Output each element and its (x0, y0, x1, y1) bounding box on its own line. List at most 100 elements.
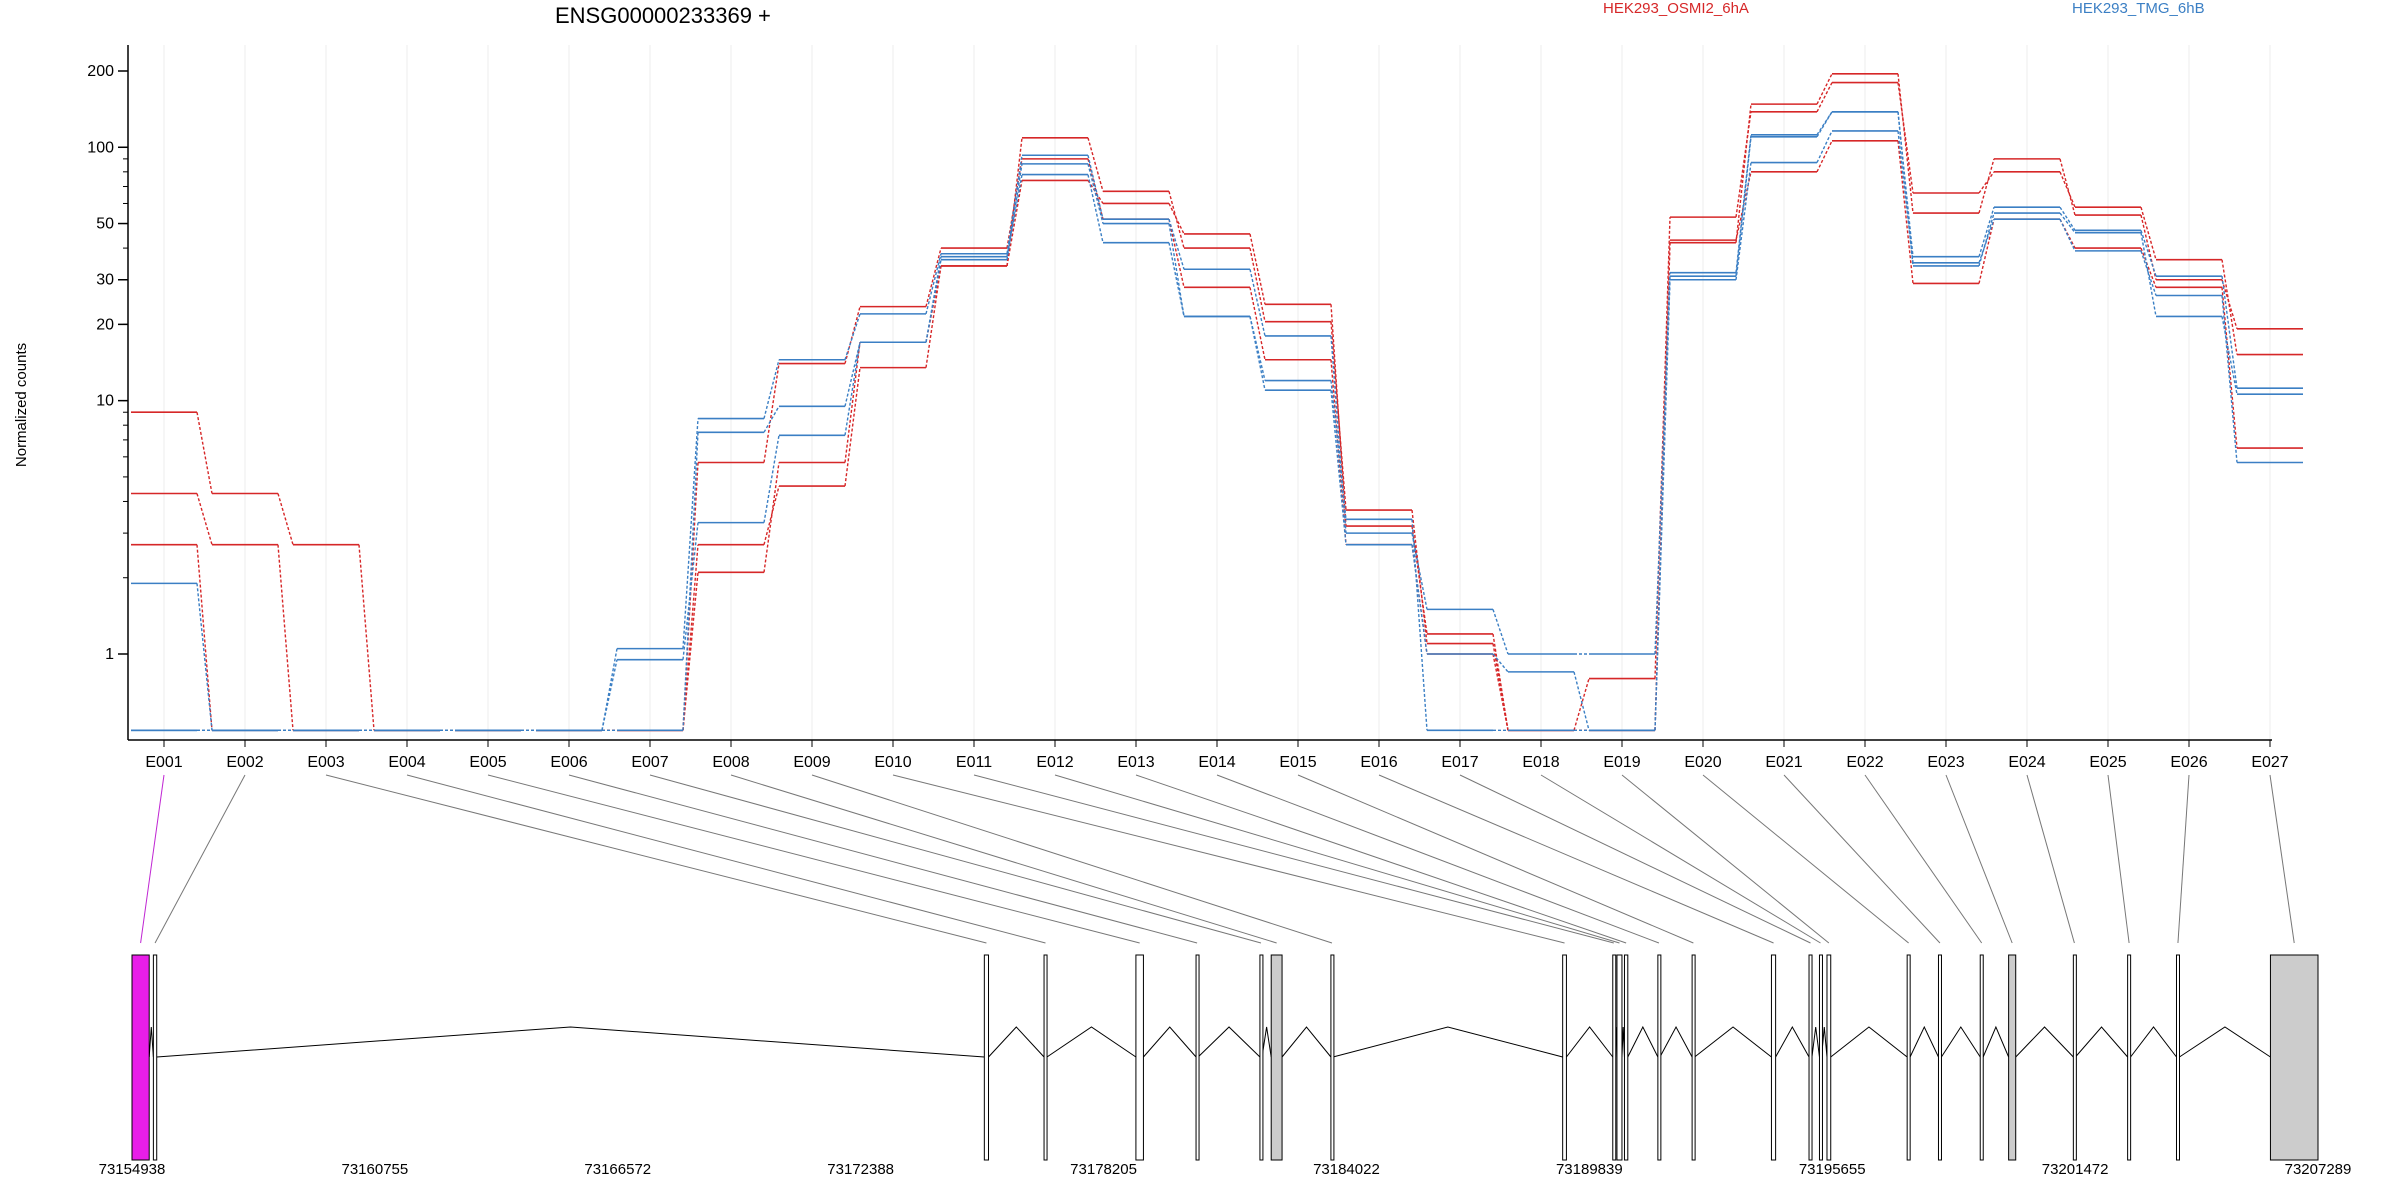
exon-E015 (1691, 954, 1696, 1161)
intron-line (1332, 1026, 1563, 1058)
x-tick-label: E025 (2089, 754, 2126, 771)
data-connector (1654, 272, 1671, 655)
connector-E005 (487, 774, 1140, 944)
data-connector (1492, 653, 1509, 673)
data-connector (277, 493, 294, 545)
data-connector (1249, 269, 1266, 337)
connector-E001 (140, 774, 165, 944)
intron-line (1197, 1026, 1261, 1058)
data-connector (1816, 82, 1833, 113)
connector-E020 (1702, 774, 1909, 944)
x-tick-label: E002 (226, 754, 263, 771)
exon-E009 (1330, 954, 1335, 1161)
data-connector (1978, 219, 1995, 284)
y-tick-label: 1 (105, 646, 114, 663)
data-connector (763, 363, 780, 463)
legend-entry-tmg: HEK293_TMG_6hB (2072, 0, 2205, 17)
connector-E003 (325, 774, 987, 944)
data-connector (1330, 321, 1347, 511)
exon-E013 (1623, 954, 1629, 1161)
legend-entry-osmi2: HEK293_OSMI2_6hA (1603, 0, 1749, 17)
data-connector (1654, 242, 1671, 731)
connector-E013 (1135, 774, 1627, 944)
exon-E016 (1770, 954, 1777, 1161)
x-tick-label: E011 (956, 754, 992, 771)
exon-E006 (1195, 954, 1200, 1161)
data-connector (2221, 287, 2238, 449)
x-tick-label: E017 (1441, 754, 1478, 771)
data-connector (1735, 136, 1752, 277)
data-connector (925, 265, 942, 368)
x-tick-label: E020 (1684, 754, 1721, 771)
data-connector (1897, 130, 1914, 263)
exon-E020 (1906, 954, 1911, 1161)
data-connector (1816, 140, 1833, 173)
exon-E014 (1657, 954, 1662, 1161)
data-connector (2059, 218, 2076, 252)
data-connector (1573, 678, 1590, 731)
series-HEK293_TMG_6hB-5 (131, 111, 2303, 732)
y-axis: 1 10 20 30 50 100 200 (87, 45, 129, 740)
data-connector (1330, 304, 1347, 527)
y-tick-label: 200 (87, 63, 114, 80)
data-connector (1654, 276, 1671, 731)
intron-line (2130, 1026, 2177, 1058)
connector-E024 (2026, 774, 2075, 944)
data-connector (2140, 247, 2157, 288)
connector-E016 (1378, 774, 1774, 944)
series-lines (131, 72, 2303, 732)
x-tick-label: E016 (1360, 754, 1397, 771)
genome-coord-label: 73189839 (1556, 1161, 1623, 1178)
exon-E017 (1808, 954, 1813, 1161)
intron-line (1982, 1025, 2010, 1058)
genome-coord-label: 73201472 (2042, 1161, 2109, 1178)
connector-E012 (1054, 774, 1620, 944)
data-connector (1006, 180, 1023, 267)
x-tick-label: E010 (874, 754, 911, 771)
data-connector (1087, 155, 1104, 220)
connector-E026 (2177, 774, 2190, 944)
connector-E025 (2107, 774, 2130, 944)
connector-E006 (568, 774, 1198, 944)
connector-E022 (1864, 774, 1983, 944)
exon-E022 (1979, 954, 1984, 1161)
data-connector (844, 342, 861, 463)
data-connector (1168, 203, 1185, 235)
data-connector (1978, 212, 1995, 267)
connector-E015 (1297, 774, 1694, 944)
data-connector (1087, 137, 1104, 192)
connector-E018 (1540, 774, 1821, 944)
data-connector (1168, 219, 1185, 270)
data-connector (1411, 525, 1428, 635)
exon-E026 (2175, 954, 2180, 1161)
data-connector (682, 522, 699, 660)
data-connector (2059, 206, 2076, 231)
exon-E003 (983, 954, 990, 1161)
data-connector (1897, 111, 1914, 267)
data-connector (1411, 544, 1428, 655)
data-connector (1249, 287, 1266, 360)
exon-E018 (1818, 954, 1823, 1161)
genome-coord-label: 73207289 (2285, 1161, 2352, 1178)
intron-line (1775, 1025, 1810, 1058)
intron-line (1909, 1025, 1939, 1058)
exon-E024 (2072, 954, 2077, 1161)
intron-line (1566, 1026, 1614, 1058)
connector-E019 (1621, 774, 1830, 944)
y-tick-label: 20 (96, 316, 114, 333)
exon-connectors (140, 774, 2295, 944)
data-connector (925, 259, 942, 343)
data-connector (1897, 73, 1914, 214)
exon-E025 (2127, 954, 2132, 1161)
data-connector (1249, 233, 1266, 305)
data-connector (763, 405, 780, 433)
y-tick-label: 10 (96, 393, 114, 410)
data-connector (1330, 390, 1347, 545)
x-tick-label: E027 (2251, 754, 2288, 771)
x-tick-label: E022 (1846, 754, 1883, 771)
x-tick-label: E003 (307, 754, 344, 771)
data-connector (1087, 174, 1104, 243)
exon-E001 (131, 954, 150, 1161)
data-connector (277, 544, 294, 731)
